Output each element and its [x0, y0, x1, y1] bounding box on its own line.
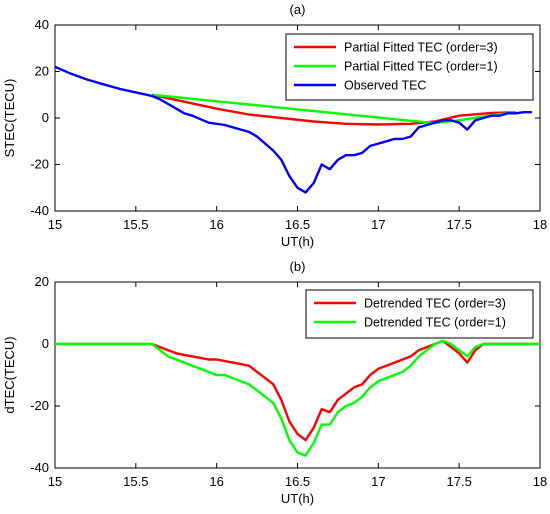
- series-line-2: [151, 93, 516, 125]
- series-group: [55, 339, 540, 457]
- y-axis-label: STEC(TECU): [2, 79, 17, 158]
- x-axis-label: UT(h): [281, 491, 314, 506]
- series-group: [55, 65, 532, 194]
- x-tick-label: 15.5: [123, 217, 148, 232]
- chart-title: (b): [290, 259, 306, 274]
- y-tick-label: 0: [42, 110, 49, 125]
- x-axis-label: UT(h): [281, 234, 314, 249]
- y-tick-label: -40: [30, 203, 49, 218]
- legend-entry-1: Detrended TEC (order=3): [364, 297, 506, 311]
- x-tick-label: 17.5: [447, 474, 472, 489]
- x-tick-label: 15.5: [123, 474, 148, 489]
- y-tick-label: -20: [30, 398, 49, 413]
- y-axis-label: dTEC(TECU): [2, 336, 17, 413]
- chart-title: (a): [290, 2, 306, 17]
- x-tick-label: 15: [48, 474, 62, 489]
- legend-box: [305, 289, 534, 339]
- x-tick-label: 15: [48, 217, 62, 232]
- x-tick-label: 18: [533, 474, 547, 489]
- x-tick-label: 16.5: [285, 217, 310, 232]
- legend-entry-2: Partial Fitted TEC (order=1): [344, 60, 498, 74]
- x-tick-label: 18: [533, 217, 547, 232]
- x-tick-label: 16: [209, 217, 223, 232]
- series-line-1: [55, 339, 540, 442]
- y-tick-label: 20: [35, 64, 49, 79]
- x-tick-label: 16.5: [285, 474, 310, 489]
- legend-entry-2: Detrended TEC (order=1): [364, 316, 506, 330]
- y-tick-label: 0: [42, 336, 49, 351]
- x-tick-label: 16: [209, 474, 223, 489]
- series-line-3: [55, 65, 532, 194]
- x-tick-label: 17: [371, 474, 385, 489]
- series-line-1: [151, 93, 516, 126]
- x-tick-label: 17.5: [447, 217, 472, 232]
- series-line-2: [55, 339, 540, 457]
- x-tick-label: 17: [371, 217, 385, 232]
- y-tick-label: 40: [35, 17, 49, 32]
- y-tick-label: -40: [30, 460, 49, 475]
- y-tick-label: 20: [35, 274, 49, 289]
- legend-entry-1: Partial Fitted TEC (order=3): [344, 41, 498, 55]
- y-tick-label: -20: [30, 157, 49, 172]
- legend-entry-3: Observed TEC: [344, 79, 426, 93]
